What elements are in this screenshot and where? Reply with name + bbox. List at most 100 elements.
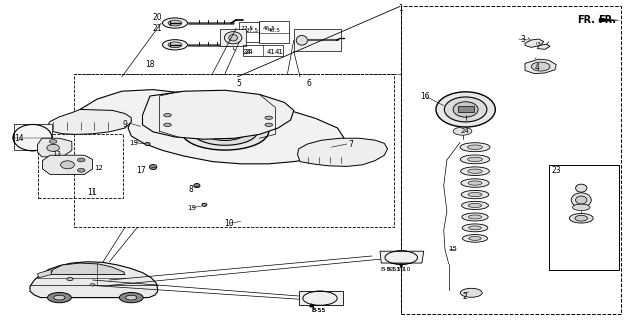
Text: 5: 5: [236, 79, 241, 88]
Polygon shape: [299, 291, 343, 305]
Bar: [458, 106, 474, 112]
Text: 20: 20: [152, 13, 162, 22]
Polygon shape: [525, 59, 556, 74]
Ellipse shape: [572, 204, 590, 211]
Ellipse shape: [444, 97, 487, 122]
Text: 10: 10: [224, 220, 233, 228]
Text: 24: 24: [245, 50, 254, 55]
Polygon shape: [538, 44, 550, 49]
Ellipse shape: [453, 102, 478, 117]
Text: 9: 9: [122, 120, 127, 129]
Ellipse shape: [468, 145, 482, 149]
Ellipse shape: [468, 204, 482, 207]
Ellipse shape: [461, 179, 489, 187]
Ellipse shape: [168, 20, 182, 26]
Ellipse shape: [265, 116, 272, 119]
Ellipse shape: [119, 292, 143, 303]
Ellipse shape: [90, 284, 95, 286]
Ellipse shape: [224, 32, 242, 44]
Text: B-53-10: B-53-10: [386, 267, 411, 272]
Bar: [294, 29, 341, 51]
Ellipse shape: [460, 288, 482, 297]
Ellipse shape: [308, 293, 332, 303]
Text: 3: 3: [520, 35, 525, 44]
Ellipse shape: [149, 164, 157, 170]
Ellipse shape: [468, 157, 482, 162]
Ellipse shape: [436, 92, 496, 127]
Text: 24: 24: [242, 50, 251, 55]
Bar: [259, 21, 289, 43]
Ellipse shape: [26, 133, 39, 142]
Text: 19: 19: [129, 140, 138, 146]
Ellipse shape: [462, 213, 488, 221]
Ellipse shape: [192, 117, 258, 145]
Ellipse shape: [461, 167, 489, 175]
Ellipse shape: [164, 114, 171, 117]
Text: 13: 13: [52, 151, 61, 156]
Ellipse shape: [78, 158, 85, 162]
Text: 24: 24: [461, 128, 469, 133]
Text: 27.5: 27.5: [241, 26, 254, 31]
Ellipse shape: [569, 213, 593, 223]
Bar: [242, 45, 283, 56]
Polygon shape: [42, 155, 92, 174]
Ellipse shape: [164, 123, 171, 126]
Polygon shape: [14, 124, 52, 150]
Ellipse shape: [460, 155, 490, 164]
Ellipse shape: [469, 236, 481, 240]
Ellipse shape: [461, 190, 489, 199]
Ellipse shape: [394, 255, 408, 260]
Text: 3: 3: [536, 42, 540, 47]
Text: 27.5: 27.5: [246, 28, 259, 33]
Bar: [74, 74, 394, 227]
Text: 18: 18: [145, 60, 154, 69]
Ellipse shape: [203, 122, 247, 140]
Polygon shape: [38, 138, 72, 157]
Polygon shape: [50, 263, 125, 275]
Ellipse shape: [468, 193, 482, 196]
Ellipse shape: [78, 168, 85, 172]
Text: 2: 2: [462, 292, 468, 301]
Ellipse shape: [303, 291, 338, 305]
Ellipse shape: [181, 112, 269, 150]
Ellipse shape: [48, 292, 71, 303]
Polygon shape: [599, 18, 621, 22]
Ellipse shape: [168, 42, 182, 48]
Ellipse shape: [49, 140, 57, 143]
Ellipse shape: [461, 201, 489, 210]
Polygon shape: [80, 90, 344, 164]
Bar: [401, 6, 621, 314]
Text: 46.5: 46.5: [268, 28, 281, 33]
Ellipse shape: [61, 161, 74, 169]
Bar: [38, 134, 123, 198]
Ellipse shape: [469, 215, 482, 219]
Polygon shape: [298, 138, 388, 166]
Ellipse shape: [385, 251, 418, 264]
Ellipse shape: [575, 215, 587, 221]
Text: 11: 11: [88, 188, 97, 197]
Ellipse shape: [314, 296, 326, 301]
Ellipse shape: [453, 127, 472, 135]
Ellipse shape: [265, 123, 272, 126]
Polygon shape: [525, 39, 544, 47]
Bar: [549, 165, 619, 270]
Ellipse shape: [20, 129, 45, 147]
Ellipse shape: [229, 35, 238, 41]
Ellipse shape: [126, 295, 137, 300]
Text: 41: 41: [275, 50, 284, 55]
Ellipse shape: [162, 18, 188, 28]
Polygon shape: [47, 109, 131, 134]
Ellipse shape: [67, 277, 73, 281]
Polygon shape: [380, 251, 424, 263]
Text: 16: 16: [420, 92, 429, 100]
Ellipse shape: [54, 295, 65, 300]
Text: B-55: B-55: [311, 308, 326, 313]
Ellipse shape: [194, 184, 200, 188]
Text: FR.: FR.: [598, 15, 616, 25]
Polygon shape: [38, 269, 51, 278]
Ellipse shape: [460, 143, 490, 152]
Ellipse shape: [571, 193, 591, 207]
Text: 46.5: 46.5: [262, 26, 276, 31]
Text: 23: 23: [551, 166, 561, 175]
Text: 6: 6: [307, 79, 312, 88]
